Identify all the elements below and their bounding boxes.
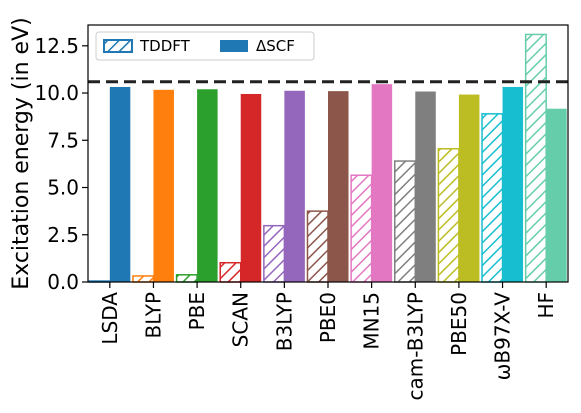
bars <box>88 33 567 283</box>
y-tick-label: 2.5 <box>47 223 79 247</box>
bar-dscf-pbe <box>197 89 218 282</box>
x-tick-label: ωB97X-V <box>491 292 515 381</box>
bar-tddft-b3lyp <box>263 224 286 283</box>
x-tick-label: PBE50 <box>447 292 471 356</box>
bar-tddft-ωb97x-v <box>481 113 504 283</box>
x-tick-label: cam-B3LYP <box>403 292 427 400</box>
y-tick-label: 12.5 <box>34 34 79 58</box>
bar-tddft-hf <box>524 33 547 283</box>
y-tick-label: 10.0 <box>34 81 79 105</box>
legend-swatch-dscf <box>220 40 248 52</box>
bar-dscf-mn15 <box>371 84 393 282</box>
legend-box <box>95 31 315 61</box>
bar-dscf-blyp <box>153 89 174 282</box>
x-tick-label: SCAN <box>229 292 253 347</box>
bar-dscf-scan <box>240 93 262 282</box>
x-tick-label: PBE <box>185 292 209 330</box>
bar-tddft-pbe0 <box>306 210 329 283</box>
bar-dscf-pbe0 <box>328 91 349 282</box>
bar-dscf-b3lyp <box>284 90 305 282</box>
x-axis: LSDA BLYP PBE SCAN B3LYP PBE0 MN15 cam-B3LYP PBE… <box>98 282 558 400</box>
bar-dscf-cam-b3lyp <box>415 91 436 283</box>
legend-swatch-tddft <box>103 39 133 53</box>
bar-tddft-blyp <box>132 275 155 283</box>
y-tick-label: 7.5 <box>47 128 79 152</box>
bar-tddft-pbe <box>175 274 198 283</box>
legend: TDDFT ΔSCF <box>95 31 315 61</box>
bar-dscf-ωb97x-v <box>502 86 524 282</box>
bar-dscf-pbe50 <box>458 94 480 283</box>
bar-tddft-mn15 <box>350 174 373 283</box>
legend-label-dscf: ΔSCF <box>256 37 295 55</box>
x-tick-label: PBE0 <box>316 292 340 343</box>
bar-tddft-pbe50 <box>437 148 460 283</box>
y-tick-label: 0.0 <box>47 270 79 294</box>
bar-tddft-scan <box>219 261 242 283</box>
y-axis: 0.0 2.5 5.0 7.5 10.0 12.5 <box>34 34 88 294</box>
x-tick-label: MN15 <box>360 292 384 350</box>
y-tick-label: 5.0 <box>47 176 79 200</box>
bar-dscf-lsda <box>109 86 131 282</box>
legend-label-tddft: TDDFT <box>139 37 191 55</box>
x-tick-label: HF <box>534 292 558 319</box>
x-tick-label: B3LYP <box>272 292 296 351</box>
y-axis-label: Excitation energy (in eV) <box>9 17 34 289</box>
bar-tddft-cam-b3lyp <box>394 160 417 283</box>
bar-dscf-hf <box>546 108 567 282</box>
x-tick-label: LSDA <box>98 292 122 345</box>
x-tick-label: BLYP <box>141 292 165 338</box>
